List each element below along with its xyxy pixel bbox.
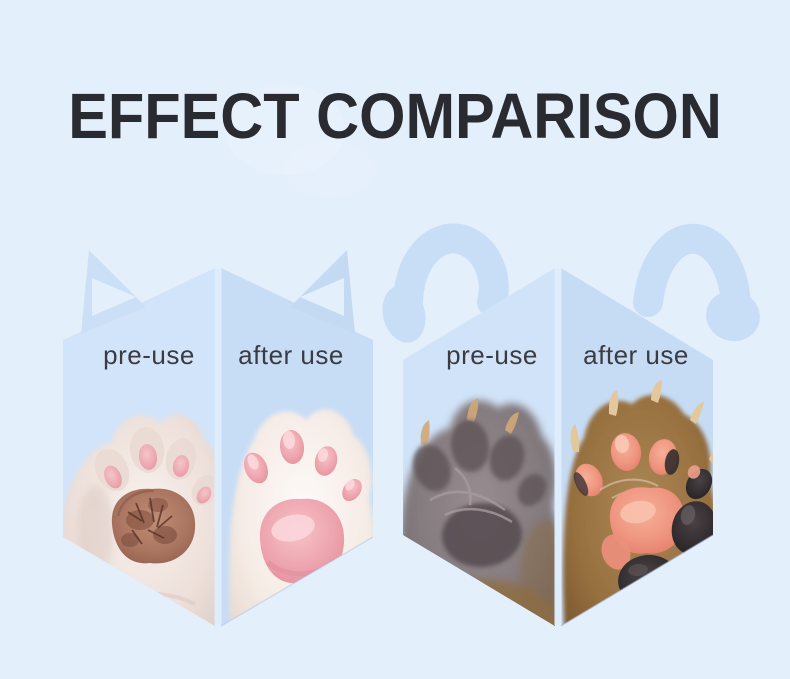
panel-fold-dividers bbox=[214, 269, 714, 627]
dog-ears-icon bbox=[382, 223, 760, 343]
cat-ears-icon bbox=[81, 250, 355, 334]
page-title: EFFECT COMPARISON bbox=[68, 80, 722, 152]
dog-paw-before-image bbox=[403, 398, 555, 626]
label-cat-pre-use: pre-use bbox=[103, 340, 195, 370]
cat-paw-after-image bbox=[229, 409, 373, 626]
label-cat-after-use: after use bbox=[238, 340, 344, 370]
label-dog-after-use: after use bbox=[583, 340, 689, 370]
watermark bbox=[225, 85, 375, 198]
label-dog-pre-use: pre-use bbox=[446, 340, 538, 370]
